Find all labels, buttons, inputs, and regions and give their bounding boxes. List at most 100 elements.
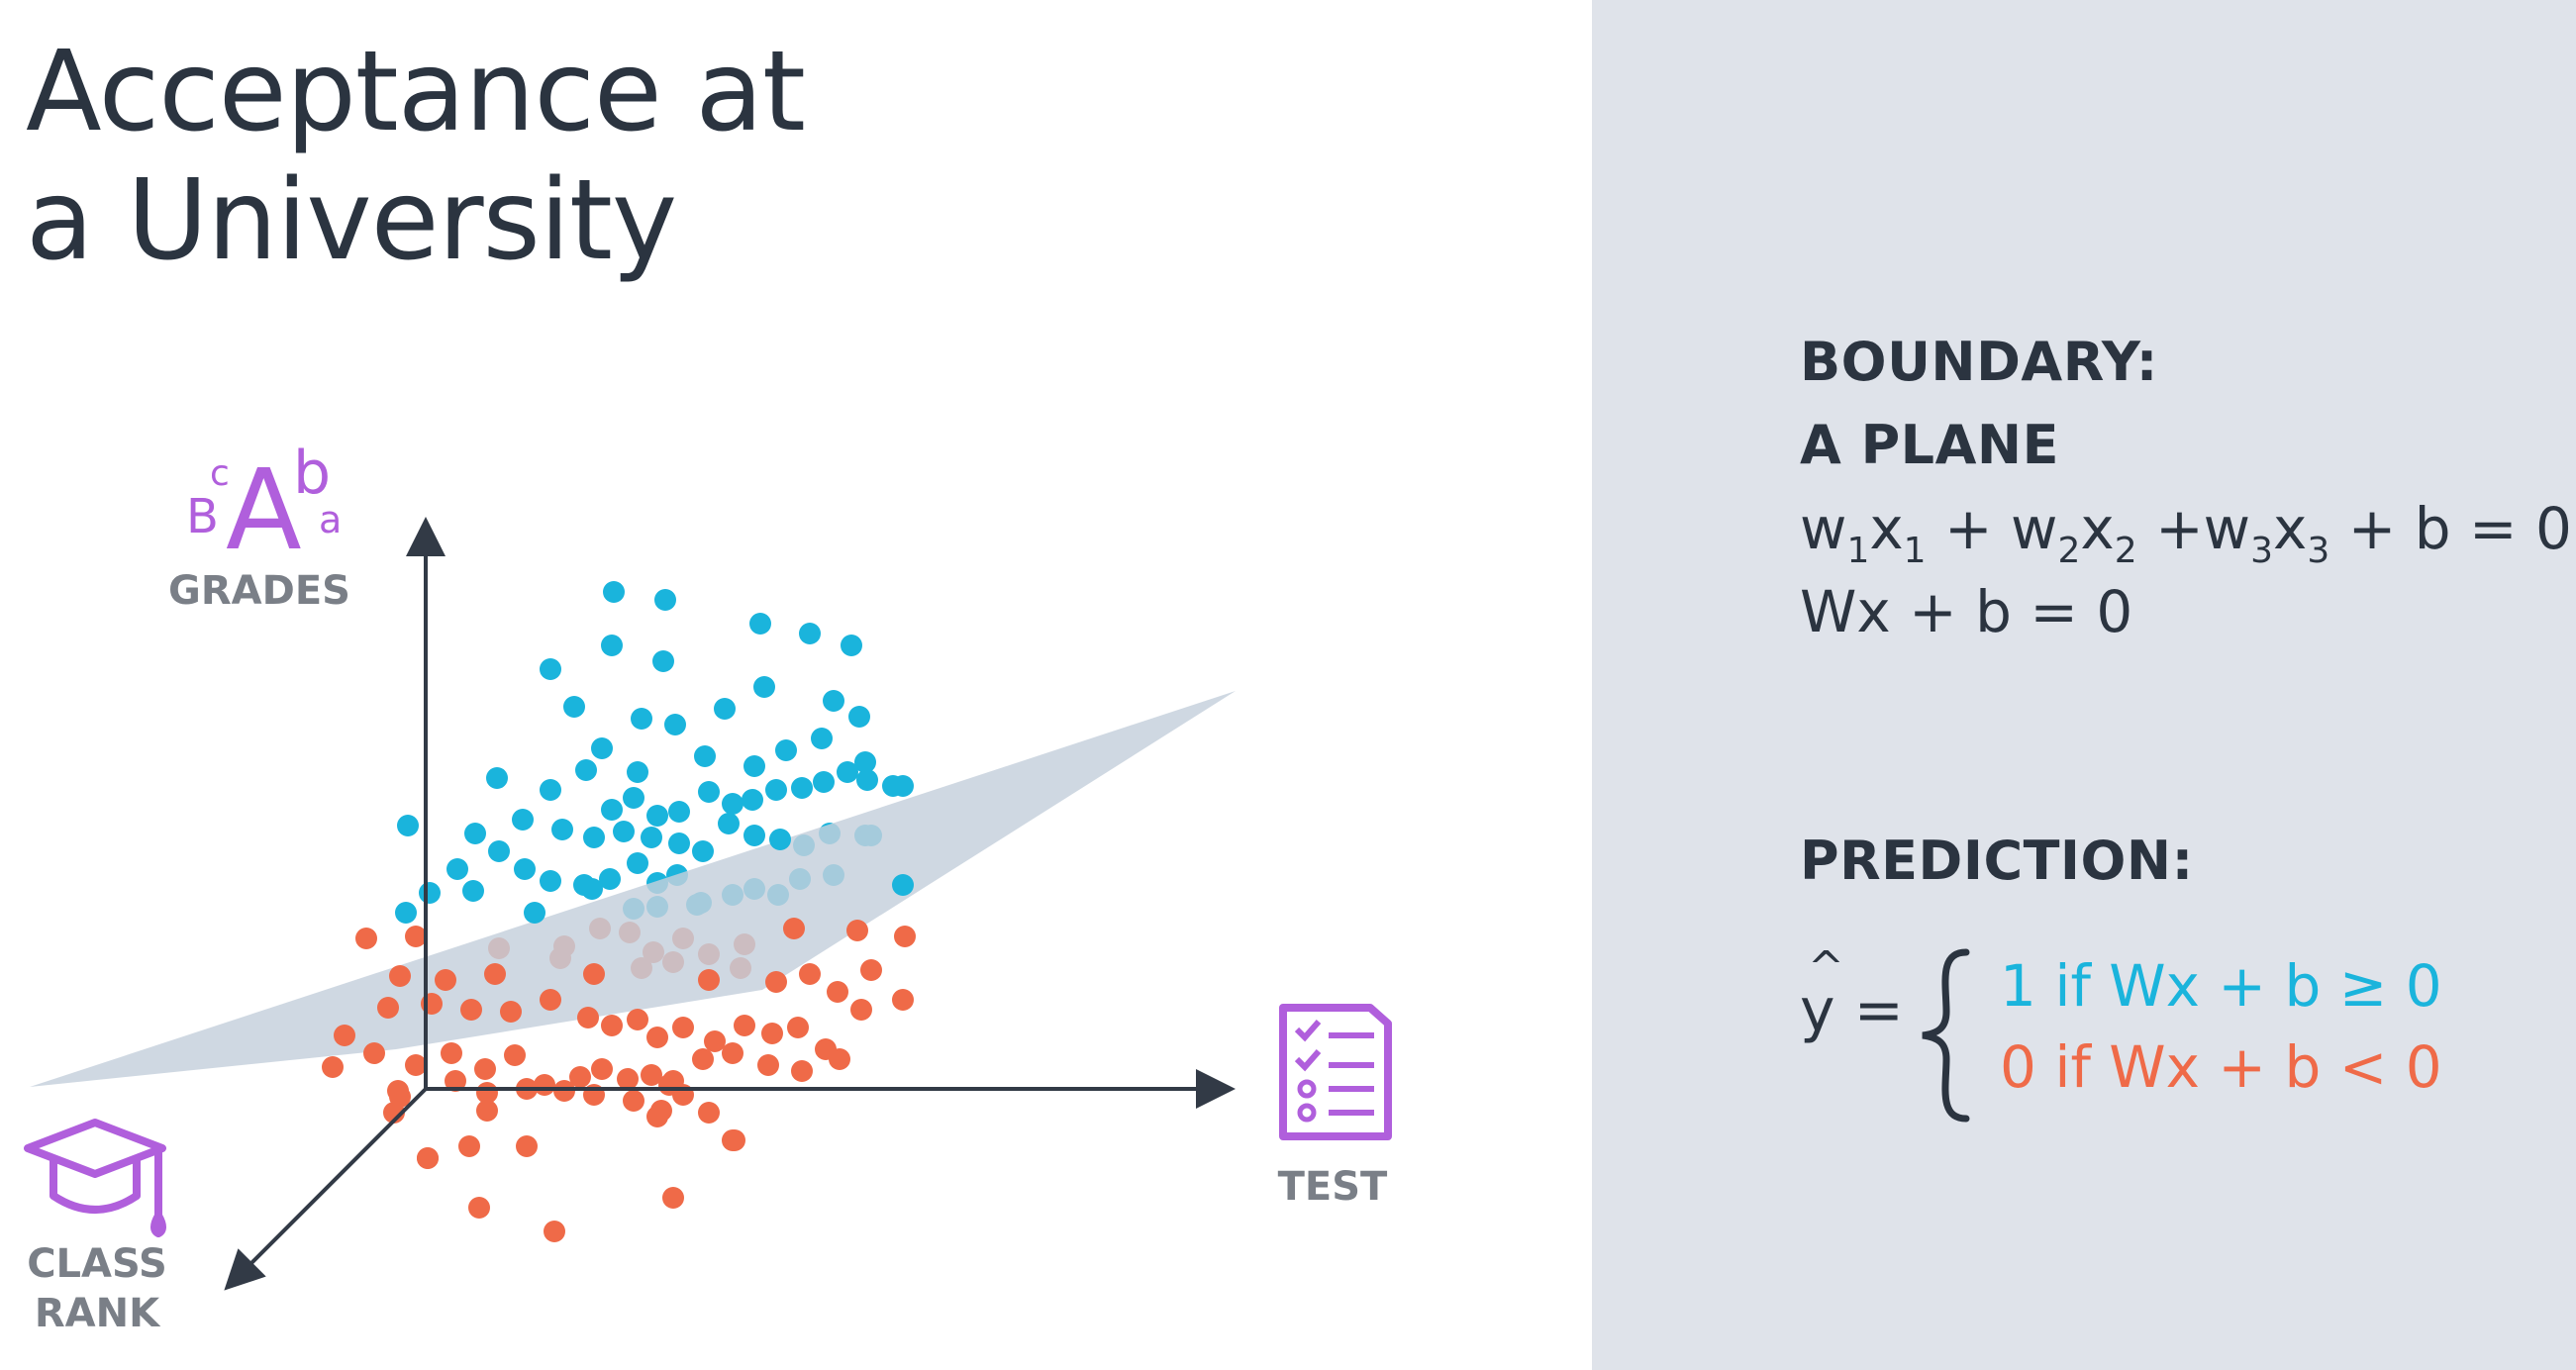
accepted-point (799, 623, 821, 644)
grades-letters-icon: B c A b a (186, 439, 342, 575)
rejected-point (441, 1042, 462, 1064)
rejected-point (846, 920, 868, 941)
3d-scatter-diagram: B c A b a GRADES TEST CLASS RANK (24, 439, 1392, 1336)
rejected-point (504, 1044, 526, 1066)
rejected-point (829, 1048, 850, 1070)
title-line-2: a University (26, 156, 677, 285)
rejected-point (641, 1064, 662, 1086)
accepted-point (397, 815, 419, 836)
accepted-point (627, 852, 648, 874)
accepted-point (775, 739, 797, 761)
accepted-point (540, 870, 561, 892)
accepted-point (813, 771, 835, 793)
rejected-point (435, 969, 456, 991)
rejected-point (692, 1048, 714, 1070)
class-rank-axis (224, 1087, 428, 1291)
accepted-point (765, 779, 787, 801)
rejected-point (445, 1070, 466, 1092)
points-in-front-of-plane (322, 581, 916, 1242)
page-title: Acceptance at a University (26, 28, 806, 285)
accepted-point (692, 840, 714, 862)
accepted-point (486, 767, 508, 789)
prediction-heading: PREDICTION: (1800, 830, 2194, 892)
rejected-point (468, 1197, 490, 1219)
rejected-point (363, 1042, 385, 1064)
accepted-point (583, 827, 605, 848)
grades-label: GRADES (168, 568, 350, 614)
rejected-point (646, 1106, 668, 1127)
class-rank-label-line-1: CLASS (27, 1241, 167, 1287)
accepted-point (575, 759, 597, 781)
accepted-point (714, 698, 736, 720)
svg-text:a: a (319, 498, 342, 541)
accepted-point (698, 781, 720, 803)
diagram-panel (0, 0, 1592, 1370)
accepted-point (791, 777, 813, 799)
rejected-point (405, 926, 427, 947)
rejected-point (827, 981, 848, 1003)
rejected-point (722, 1042, 743, 1064)
rejected-point (601, 1015, 623, 1036)
test-label: TEST (1278, 1164, 1388, 1210)
accepted-point (892, 775, 914, 797)
accepted-point (753, 676, 775, 698)
prediction-case-negative: 0 if Wx + b < 0 (2000, 1033, 2442, 1101)
rejected-point (458, 1135, 480, 1157)
accepted-point (823, 690, 844, 712)
accepted-point (623, 787, 644, 809)
rejected-point (698, 969, 720, 991)
accepted-point (419, 882, 441, 904)
accepted-point (668, 832, 690, 854)
formula-panel (1592, 0, 2576, 1370)
accepted-point (743, 825, 765, 846)
accepted-point (540, 779, 561, 801)
vector-equation: Wx + b = 0 (1800, 578, 2133, 645)
rejected-point (577, 1007, 599, 1028)
rejected-point (765, 971, 787, 993)
rejected-point (389, 965, 411, 987)
accepted-point (581, 878, 603, 900)
rejected-point (787, 1017, 809, 1038)
accepted-point (742, 789, 763, 811)
accepted-point (652, 650, 674, 672)
accepted-point (811, 728, 833, 749)
accepted-point (856, 769, 878, 791)
rejected-point (476, 1100, 498, 1122)
svg-text:c: c (210, 453, 230, 494)
rejected-point (783, 918, 805, 939)
rejected-point (799, 963, 821, 985)
rejected-point (704, 1030, 726, 1052)
rejected-point (850, 999, 872, 1021)
accepted-point (718, 813, 740, 834)
rejected-point (405, 1054, 427, 1076)
rejected-point (540, 989, 561, 1011)
accepted-point (488, 840, 510, 862)
rejected-point (646, 1027, 668, 1048)
boundary-subheading: A PLANE (1800, 414, 2059, 476)
accepted-point (749, 613, 771, 635)
rejected-point (544, 1221, 565, 1242)
rejected-point (860, 959, 882, 981)
rejected-point (761, 1023, 783, 1044)
brace-icon (1922, 948, 1970, 1123)
hat-glyph: ^ (1808, 942, 1844, 993)
rejected-point (894, 926, 916, 947)
rejected-point (791, 1060, 813, 1082)
accepted-point (668, 801, 690, 823)
accepted-point (514, 858, 536, 880)
accepted-point (654, 589, 676, 611)
accepted-point (743, 755, 765, 777)
accepted-point (694, 745, 716, 767)
axes (224, 517, 1236, 1291)
rejected-point (627, 1009, 648, 1030)
accepted-point (601, 635, 623, 656)
rejected-point (591, 1058, 613, 1080)
rejected-point (417, 1147, 439, 1169)
accepted-point (664, 714, 686, 735)
accepted-point (837, 761, 858, 783)
accepted-point (464, 823, 486, 844)
rejected-point (757, 1054, 779, 1076)
accepted-point (646, 805, 668, 827)
rejected-point (516, 1135, 538, 1157)
y-hat-label: y = (1800, 976, 1904, 1045)
